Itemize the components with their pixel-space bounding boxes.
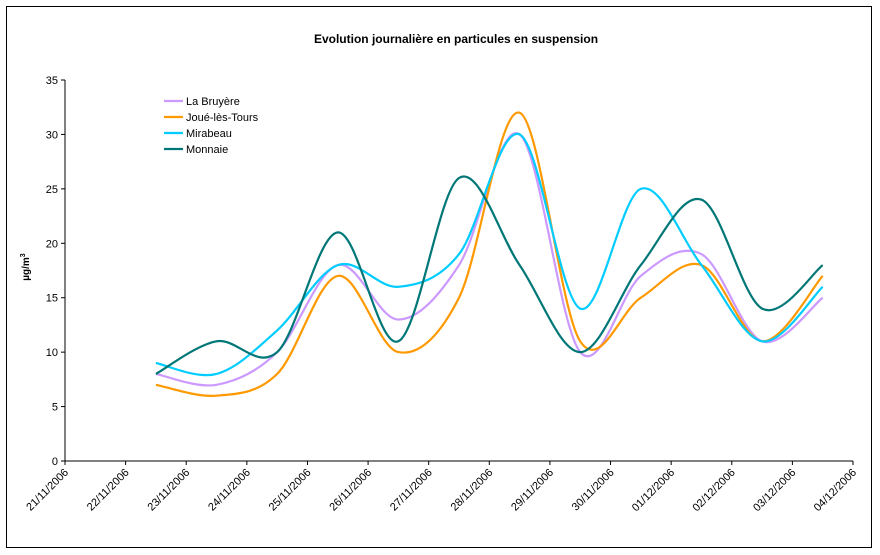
- y-axis-label: µg/m3: [20, 253, 32, 281]
- chart-frame: Evolution journalière en particules en s…: [6, 6, 872, 548]
- line-chart: Evolution journalière en particules en s…: [20, 32, 859, 514]
- y-tick-label: 30: [46, 129, 58, 141]
- x-tick-label: 23/11/2006: [146, 467, 193, 514]
- chart-title: Evolution journalière en particules en s…: [314, 32, 598, 46]
- y-tick-label: 35: [46, 75, 58, 87]
- x-tick-label: 25/11/2006: [267, 467, 314, 514]
- x-tick-label: 22/11/2006: [85, 467, 132, 514]
- axes: 0 5 10 15 20 25 30 35 21/11/2006 22/11/2006 23/11/…: [24, 75, 859, 514]
- series-line-3: [155, 133, 824, 377]
- x-tick-label: 26/11/2006: [327, 467, 374, 514]
- x-tick-label: 04/12/2006: [812, 467, 859, 514]
- y-tick-label: 0: [52, 456, 58, 468]
- legend-label-1: La Bruyère: [186, 96, 240, 108]
- y-tick-label: 15: [46, 293, 58, 305]
- x-tick-label: 03/12/2006: [751, 467, 798, 514]
- legend-label-2: Joué-lès-Tours: [186, 112, 259, 124]
- y-tick-label: 10: [46, 347, 58, 359]
- series-line-4: [155, 175, 824, 375]
- x-tick-label: 30/11/2006: [570, 467, 617, 514]
- legend-label-3: Mirabeau: [186, 128, 232, 140]
- x-tick-label: 01/12/2006: [630, 467, 677, 514]
- x-tick-label: 24/11/2006: [206, 467, 253, 514]
- series-line-2: [155, 111, 824, 397]
- series-line-1: [155, 132, 824, 387]
- y-tick-label: 25: [46, 184, 58, 196]
- svg-text:µg/m3: µg/m3: [20, 253, 32, 281]
- x-tick-label: 27/11/2006: [388, 467, 435, 514]
- y-tick-label: 20: [46, 238, 58, 250]
- y-tick-label: 5: [52, 402, 58, 414]
- x-tick-label: 29/11/2006: [509, 467, 556, 514]
- x-tick-label: 02/12/2006: [690, 467, 737, 514]
- y-axis-label-text: µg/m: [21, 257, 32, 281]
- series-layer: [155, 111, 824, 397]
- x-tick-label: 21/11/2006: [24, 467, 71, 514]
- legend-label-4: Monnaie: [186, 144, 228, 156]
- x-tick-label: 28/11/2006: [449, 467, 496, 514]
- legend: La Bruyère Joué-lès-Tours Mirabeau Monnaie: [164, 96, 259, 156]
- y-axis-label-superscript: 3: [20, 253, 27, 257]
